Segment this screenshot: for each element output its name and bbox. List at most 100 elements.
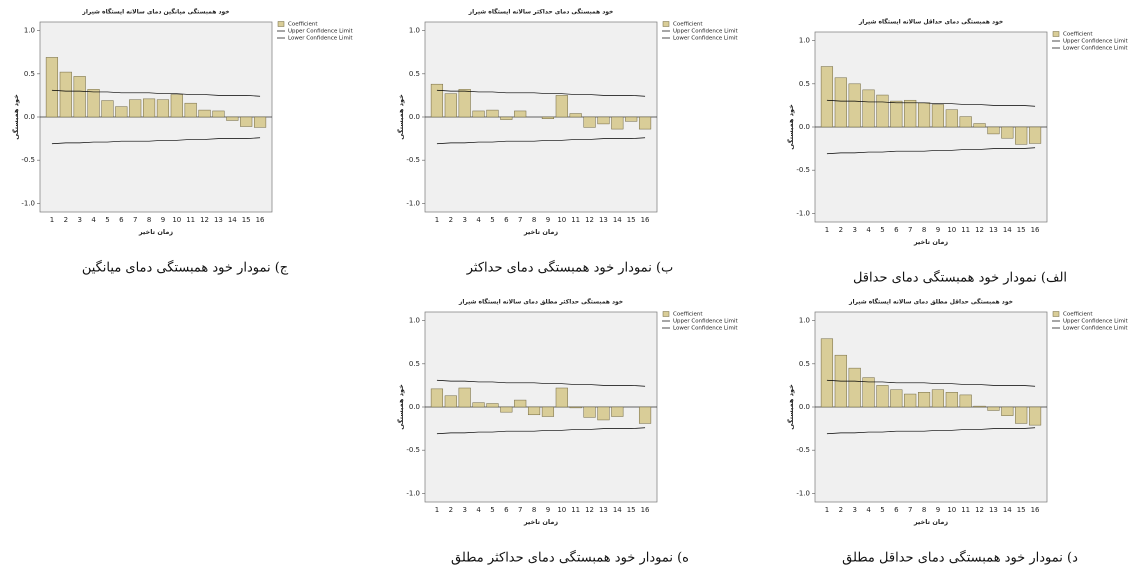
chart-title: خود همبستگی دمای حداکثر سالانه ایستگاه ش… [468, 8, 614, 16]
legend-swatch [662, 21, 670, 27]
bar [444, 93, 457, 118]
x-tick-label: 13 [989, 226, 998, 234]
confidence-line [826, 427, 1036, 435]
x-tick-label: 9 [936, 506, 940, 514]
bar [458, 387, 471, 408]
x-tick-label: 11 [571, 506, 580, 514]
x-tick-label: 14 [1003, 226, 1012, 234]
bar [541, 406, 555, 417]
x-tick-label: 4 [866, 506, 871, 514]
x-tick-label: 5 [105, 216, 109, 224]
y-tick-label: 1.0 [409, 27, 420, 35]
x-tick-label: 7 [518, 506, 522, 514]
legend-label: Upper Confidence Limit [673, 29, 739, 35]
chart: خود همبستگی حداکثر مطلق دمای سالانه ایست… [397, 298, 739, 566]
legend-swatch [662, 311, 670, 317]
x-tick-label: 4 [476, 216, 481, 224]
x-tick-label: 14 [228, 216, 237, 224]
bar [597, 116, 610, 125]
y-tick-label: 0.5 [409, 360, 420, 368]
x-tick-label: 1 [825, 226, 829, 234]
x-tick-label: 2 [449, 506, 453, 514]
x-tick-label: 1 [435, 506, 439, 514]
bar [541, 116, 555, 119]
x-tick-label: 10 [172, 216, 181, 224]
bar [555, 95, 568, 118]
legend-label: Lower Confidence Limit [673, 36, 738, 42]
x-tick-label: 14 [1003, 506, 1012, 514]
y-tick-label: -0.5 [406, 446, 420, 454]
y-tick-label: 0.5 [799, 360, 810, 368]
bar [527, 406, 541, 416]
y-axis-label: خود همبستگی [397, 384, 405, 430]
confidence-line [826, 147, 1036, 155]
bar [625, 116, 638, 122]
x-tick-label: 2 [839, 226, 843, 234]
x-tick-label: 16 [1031, 226, 1040, 234]
bar [890, 100, 903, 128]
x-tick-label: 7 [908, 506, 912, 514]
bar [848, 367, 861, 408]
x-tick-label: 8 [147, 216, 151, 224]
bar [917, 392, 931, 408]
bar [862, 377, 875, 408]
y-tick-label: 1.0 [24, 27, 35, 35]
x-axis-label: زمان تاخیر [913, 518, 949, 526]
x-tick-label: 9 [161, 216, 165, 224]
x-tick-label: 4 [476, 506, 481, 514]
bar [945, 392, 958, 408]
x-tick-label: 8 [532, 216, 536, 224]
bar [472, 110, 485, 118]
x-tick-label: 10 [557, 216, 566, 224]
bar [59, 71, 72, 118]
y-tick-label: -1.0 [796, 209, 810, 217]
caption: ج) نمودار خود همبستگی دمای میانگین [82, 260, 289, 276]
bar [73, 76, 86, 118]
bar [583, 406, 596, 418]
bar [638, 406, 652, 424]
y-tick-label: -0.5 [21, 156, 35, 164]
x-tick-label: 16 [256, 216, 265, 224]
x-tick-label: 8 [922, 506, 926, 514]
bar [987, 126, 1000, 135]
confidence-line [51, 89, 261, 97]
x-tick-label: 6 [894, 226, 899, 234]
bar [472, 402, 485, 408]
bar [638, 116, 652, 130]
bar [611, 406, 624, 417]
y-tick-label: 0.0 [409, 403, 420, 411]
x-tick-label: 3 [852, 226, 856, 234]
bar [240, 116, 253, 127]
y-tick-label: -1.0 [21, 199, 35, 207]
x-tick-label: 11 [186, 216, 195, 224]
bar [931, 389, 945, 408]
bar [458, 89, 471, 118]
confidence-line [436, 137, 646, 145]
x-tick-label: 5 [880, 506, 884, 514]
chart-title: خود همبستگی دمای حداقل سالانه ایستگاه شی… [858, 18, 1003, 26]
x-tick-label: 15 [242, 216, 251, 224]
bar [430, 388, 444, 408]
bar [444, 395, 457, 408]
y-tick-label: 0.5 [24, 70, 35, 78]
bar [1015, 126, 1028, 145]
x-tick-label: 11 [571, 216, 580, 224]
legend-label: Coefficient [1063, 312, 1093, 318]
x-tick-label: 2 [449, 216, 453, 224]
x-tick-label: 15 [1017, 506, 1026, 514]
bar [820, 66, 834, 128]
y-tick-label: -0.5 [796, 446, 810, 454]
y-tick-label: -1.0 [796, 489, 810, 497]
bar [1001, 406, 1014, 416]
bar [959, 394, 972, 408]
bar [862, 89, 875, 128]
y-tick-label: -0.5 [406, 156, 420, 164]
legend-label: Coefficient [288, 22, 318, 28]
bar [500, 406, 513, 413]
legend-label: Coefficient [673, 22, 703, 28]
confidence-line [826, 379, 1036, 387]
confidence-line [826, 99, 1036, 107]
bar [834, 77, 847, 128]
